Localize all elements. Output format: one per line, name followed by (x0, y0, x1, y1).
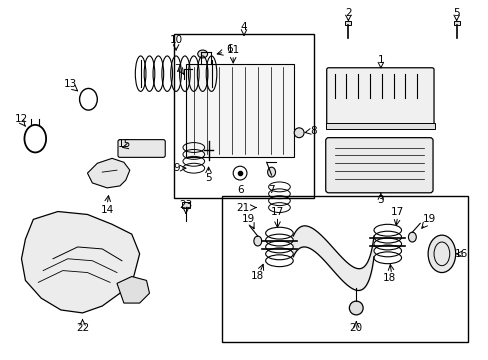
Text: 12: 12 (15, 114, 28, 124)
Bar (185, 64, 294, 157)
Text: 17: 17 (390, 207, 404, 216)
Ellipse shape (348, 301, 363, 315)
Text: 7: 7 (173, 64, 180, 74)
Ellipse shape (427, 235, 455, 273)
Ellipse shape (197, 50, 207, 58)
Bar (345, 21, 350, 26)
Bar (222, 196, 468, 342)
Text: 9: 9 (173, 163, 180, 173)
Bar (203, 138, 213, 145)
Text: 10: 10 (169, 35, 182, 45)
Text: 6: 6 (225, 44, 232, 54)
FancyBboxPatch shape (326, 68, 433, 129)
Text: 19: 19 (241, 215, 254, 224)
Text: 5: 5 (452, 8, 459, 18)
Bar (325, 123, 434, 129)
Ellipse shape (294, 128, 304, 138)
Text: 3: 3 (377, 195, 384, 205)
Text: 8: 8 (310, 126, 317, 136)
Ellipse shape (407, 232, 415, 242)
Text: 4: 4 (240, 22, 247, 32)
Text: 18: 18 (382, 274, 396, 283)
FancyBboxPatch shape (325, 138, 432, 193)
Text: 7: 7 (268, 185, 274, 195)
FancyBboxPatch shape (118, 140, 165, 157)
Text: 16: 16 (454, 249, 468, 259)
Bar (453, 21, 459, 26)
Text: 22: 22 (76, 323, 89, 333)
Text: 17: 17 (270, 207, 284, 216)
Text: 1: 1 (377, 55, 384, 65)
Text: 11: 11 (226, 45, 239, 55)
Text: 20: 20 (349, 323, 362, 333)
Bar (182, 202, 189, 208)
Ellipse shape (253, 236, 261, 246)
Polygon shape (21, 212, 140, 313)
Text: 23: 23 (179, 199, 192, 210)
Text: 19: 19 (422, 215, 435, 224)
Bar (174, 34, 313, 198)
Text: 2: 2 (345, 8, 351, 18)
Polygon shape (87, 158, 129, 188)
Text: 21: 21 (236, 203, 249, 212)
Text: 14: 14 (101, 204, 114, 215)
Text: 6: 6 (236, 185, 243, 195)
Polygon shape (117, 276, 149, 303)
Text: 18: 18 (251, 271, 264, 282)
Ellipse shape (267, 167, 275, 177)
Text: 15: 15 (118, 139, 131, 149)
Text: 5: 5 (205, 173, 211, 183)
Text: 13: 13 (64, 78, 77, 89)
